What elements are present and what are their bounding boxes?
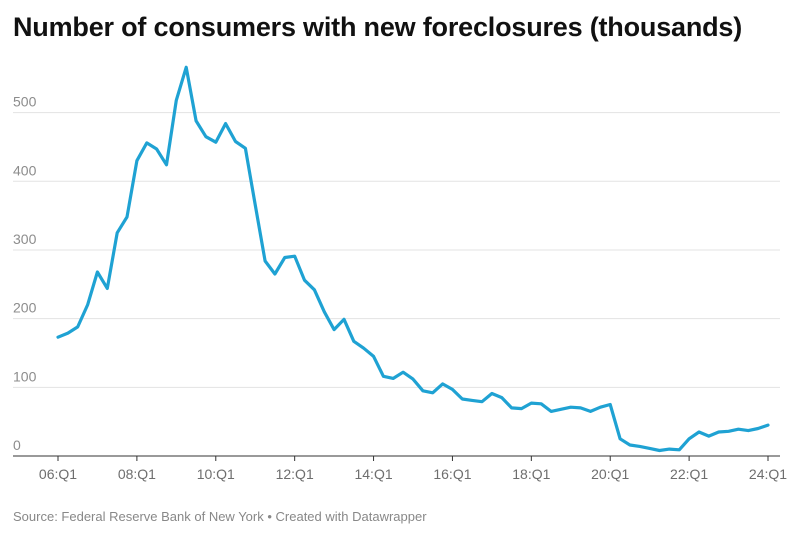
y-tick-label: 500: [13, 94, 37, 110]
y-tick-label: 200: [13, 300, 37, 316]
x-tick-label: 14:Q1: [354, 466, 392, 482]
y-tick-label: 300: [13, 231, 37, 247]
x-tick-label: 12:Q1: [276, 466, 314, 482]
x-tick-label: 06:Q1: [39, 466, 77, 482]
x-tick-label: 18:Q1: [512, 466, 550, 482]
x-tick-label: 22:Q1: [670, 466, 708, 482]
y-tick-label: 0: [13, 437, 21, 453]
gridlines: [13, 112, 780, 457]
x-axis-tick-labels: 06:Q1 08:Q1 10:Q1 12:Q1 14:Q1 16:Q1 18:Q1 20:Q1…: [39, 456, 787, 482]
series-line-group: [56, 65, 770, 453]
x-tick-label: 16:Q1: [433, 466, 471, 482]
y-tick-label: 400: [13, 162, 37, 178]
chart-title: Number of consumers with new foreclosure…: [13, 12, 743, 42]
foreclosures-series-line: [56, 65, 770, 453]
y-tick-label: 100: [13, 368, 37, 384]
x-tick-label: 08:Q1: [118, 466, 156, 482]
x-tick-label: 24:Q1: [749, 466, 787, 482]
x-tick-label: 20:Q1: [591, 466, 629, 482]
source-note: Source: Federal Reserve Bank of New York…: [13, 509, 427, 524]
y-axis-tick-labels: 0 100 200 300 400 500: [13, 94, 37, 453]
x-tick-label: 10:Q1: [197, 466, 235, 482]
